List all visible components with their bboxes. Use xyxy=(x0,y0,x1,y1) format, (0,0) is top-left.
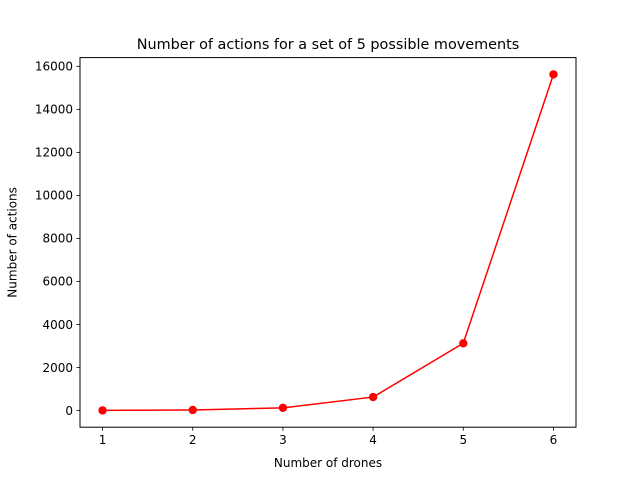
x-axis-label: Number of drones xyxy=(274,456,382,470)
y-tick-label: 14000 xyxy=(35,103,73,117)
y-axis-label: Number of actions xyxy=(6,187,20,298)
plot-frame xyxy=(79,57,577,428)
data-point xyxy=(188,405,197,415)
x-tick-label: 5 xyxy=(459,433,467,447)
x-tick-label: 4 xyxy=(369,433,377,447)
x-tick-label: 1 xyxy=(99,433,107,447)
data-point xyxy=(459,339,468,348)
y-tick-label: 6000 xyxy=(42,275,73,289)
x-tick-label: 2 xyxy=(189,433,197,447)
y-tick-label: 4000 xyxy=(42,318,73,332)
axis-ticks: 1 2 3 4 5 6 0 2000 4000 6000 8000 10000 12000 14000 16… xyxy=(35,60,557,448)
y-tick-label: 0 xyxy=(65,404,73,418)
y-tick-label: 16000 xyxy=(35,60,73,74)
data-point xyxy=(549,70,558,79)
data-point xyxy=(368,392,378,402)
data-point xyxy=(278,403,288,413)
chart-title: Number of actions for a set of 5 possibl… xyxy=(137,37,520,53)
x-tick-label: 3 xyxy=(279,433,287,447)
y-tick-label: 8000 xyxy=(42,232,73,246)
series-line xyxy=(102,74,555,412)
y-tick-label: 2000 xyxy=(42,361,73,375)
data-point xyxy=(98,406,107,415)
x-tick-label: 6 xyxy=(550,433,558,447)
y-tick-label: 12000 xyxy=(35,146,73,160)
y-tick-label: 10000 xyxy=(35,189,73,203)
series-layer xyxy=(98,70,558,415)
